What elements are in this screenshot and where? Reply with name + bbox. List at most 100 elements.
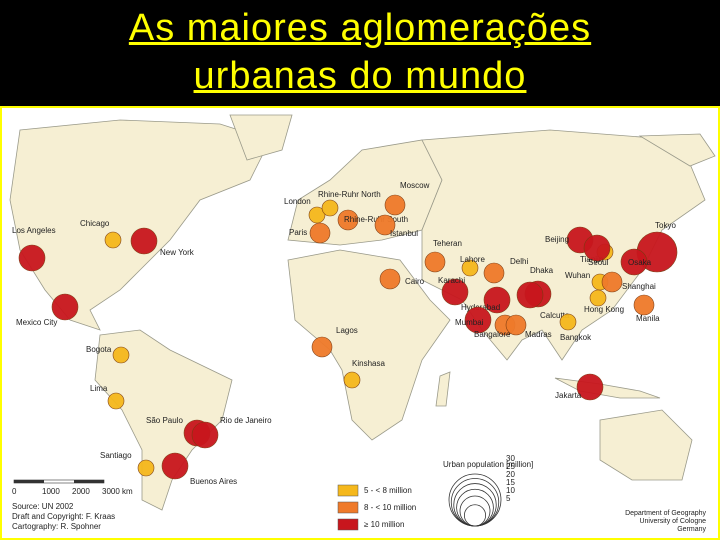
city-label: Delhi	[510, 257, 528, 266]
city-label: New York	[160, 248, 195, 257]
city-marker	[384, 194, 406, 216]
city-marker	[576, 373, 604, 401]
city-marker	[461, 259, 479, 277]
legend-swatch	[337, 501, 359, 514]
city-marker	[308, 206, 326, 224]
city-label: Dhaka	[530, 266, 554, 275]
city-label: São Paulo	[146, 416, 183, 425]
madagascar	[435, 371, 451, 407]
city-marker	[107, 392, 125, 410]
legend-swatch	[337, 484, 359, 497]
header: As maiores aglomerações urbanas do mundo	[0, 0, 720, 106]
city-label: Bangkok	[560, 333, 592, 342]
legend-swatch	[337, 518, 359, 531]
city-marker	[483, 286, 511, 314]
city-marker	[343, 371, 361, 389]
city-label: Mexico City	[16, 318, 57, 327]
credit-line: Cartography: R. Spohner	[12, 522, 101, 531]
credit-line: Source: UN 2002	[12, 502, 74, 511]
city-marker	[601, 271, 623, 293]
city-label: Santiago	[100, 451, 132, 460]
city-marker	[633, 294, 655, 316]
greenland	[229, 114, 293, 161]
city-marker	[309, 222, 331, 244]
size-circle	[463, 504, 487, 527]
scale-bar-segment	[74, 480, 104, 483]
city-label: Jakarta	[555, 391, 582, 400]
size-label: 10	[506, 486, 515, 495]
legend-title: Urban population [million]	[443, 460, 533, 469]
city-marker	[374, 214, 396, 236]
scale-label: 1000	[42, 487, 60, 496]
city-marker	[379, 268, 401, 290]
city-label: Karachi	[438, 276, 465, 285]
city-marker	[321, 199, 339, 217]
size-label: 15	[506, 478, 515, 487]
world-map: Los Angeles Chicago New York Mexico City Bog…	[0, 106, 720, 540]
city-label: Istanbul	[390, 229, 418, 238]
city-label: Madras	[525, 330, 552, 339]
city-label: Beijing	[545, 235, 569, 244]
size-label: 30	[506, 454, 515, 463]
scale-label: 0	[12, 487, 17, 496]
institution-line: Department of Geography	[625, 510, 706, 517]
city-label: Lahore	[460, 255, 485, 264]
scale-label: 3000 km	[102, 487, 133, 496]
city-label: Rhine-Ruhr North	[318, 190, 381, 199]
city-marker	[104, 231, 122, 249]
city-label: Bangalore	[474, 330, 511, 339]
city-label: Lima	[90, 384, 108, 393]
city-label: Hong Kong	[584, 305, 624, 314]
legend-label: ≥ 10 million	[364, 520, 404, 529]
scale-label: 2000	[72, 487, 90, 496]
city-marker	[112, 346, 130, 364]
city-label: Cairo	[405, 277, 425, 286]
city-marker	[137, 459, 155, 477]
city-label: Shanghai	[622, 282, 656, 291]
city-marker	[18, 244, 46, 272]
city-label: London	[284, 197, 311, 206]
city-label: Kinshasa	[352, 359, 385, 368]
city-label: Teheran	[433, 239, 462, 248]
institution-line: University of Cologne	[639, 518, 706, 525]
title-line: As maiores aglomerações	[128, 7, 592, 49]
city-label: Moscow	[400, 181, 430, 190]
city-marker	[516, 281, 544, 309]
legend: Urban population [million] 5 - < 8 milli…	[337, 454, 533, 531]
city-marker	[51, 293, 79, 321]
credit-line: Draft and Copyright: F. Kraas	[12, 512, 115, 521]
city-label: Mumbai	[455, 318, 484, 327]
size-label: 20	[506, 470, 515, 479]
city-marker	[424, 251, 446, 273]
city-marker	[559, 313, 577, 331]
city-label: Tokyo	[655, 221, 676, 230]
city-marker	[337, 209, 359, 231]
scale-bar-segment	[14, 480, 44, 483]
cities: Los Angeles Chicago New York Mexico City Bog…	[12, 181, 678, 486]
city-label: Seoul	[588, 258, 609, 267]
city-marker	[583, 234, 611, 262]
city-marker	[464, 306, 492, 334]
city-marker	[130, 227, 158, 255]
city-label: Lagos	[336, 326, 358, 335]
city-label: Calcutta	[540, 311, 570, 320]
city-label: Chicago	[80, 219, 110, 228]
city-label: Rio de Janeiro	[220, 416, 272, 425]
city-marker	[505, 314, 527, 336]
city-label: Los Angeles	[12, 226, 56, 235]
size-label: 25	[506, 462, 515, 471]
city-marker	[620, 248, 648, 276]
south-america	[94, 329, 233, 511]
city-label: Rhine-Ruhr South	[344, 215, 408, 224]
city-label: Bogota	[86, 345, 112, 354]
city-label: Paris	[289, 228, 307, 237]
australia	[599, 409, 693, 481]
institution-line: Germany	[677, 526, 706, 533]
title-line: urbanas do mundo	[193, 55, 527, 97]
city-marker	[311, 336, 333, 358]
city-label: Wuhan	[565, 271, 590, 280]
city-label: Manila	[636, 314, 660, 323]
legend-label: 8 - < 10 million	[364, 503, 416, 512]
